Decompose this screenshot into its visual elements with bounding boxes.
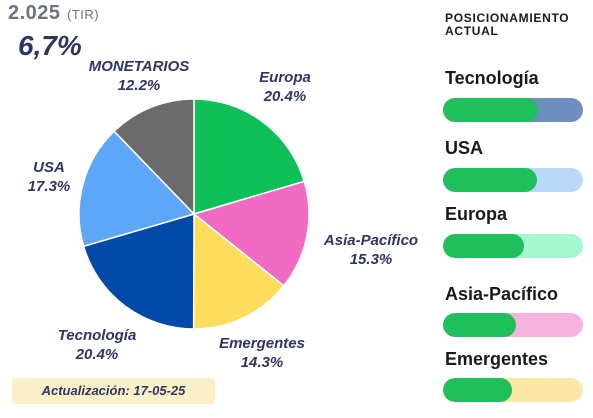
position-label-asia-pacifico: Asia-Pacífico: [445, 284, 559, 304]
year-unit: (TIR): [67, 7, 100, 22]
year-heading: 2.025 (TIR): [8, 2, 99, 25]
position-label-europa: Europa: [445, 204, 508, 224]
pie-slice-monetarios: [113, 98, 195, 216]
position-bar-tecnologia: [443, 98, 583, 122]
slice-name-emergentes: Emergentes: [219, 335, 305, 352]
slice-value-monetarios: 12.2%: [117, 77, 161, 94]
slice-label-asia-pacifico: Asia-Pacífico 15.3%: [312, 231, 430, 269]
slice-value-usa: 17.3%: [27, 178, 71, 195]
pie-slice-europa: [193, 98, 306, 216]
position-bar-fill-europa: [443, 234, 525, 258]
position-bar-fill-asia-pacifico: [443, 313, 516, 337]
pie-slice-tecnologia: [82, 212, 195, 330]
slice-name-monetarios: MONETARIOS: [88, 58, 190, 75]
slice-value-asia-pacifico: 15.3%: [349, 251, 393, 268]
slice-value-emergentes: 14.3%: [240, 354, 284, 371]
position-bar-fill-usa: [443, 168, 537, 192]
position-label-usa: USA: [445, 138, 484, 158]
slice-label-usa: USA 17.3%: [12, 158, 86, 196]
slice-name-usa: USA: [33, 159, 65, 176]
slice-name-europa: Europa: [259, 69, 311, 86]
slice-label-europa: Europa 20.4%: [240, 68, 330, 106]
slice-label-tecnologia: Tecnología 20.4%: [38, 326, 156, 364]
pie-slice-emergentes: [192, 212, 285, 330]
slice-label-monetarios: MONETARIOS 12.2%: [72, 57, 206, 95]
slice-name-tecnologia: Tecnología: [57, 327, 137, 344]
pie-slice-asia-pacifico: [192, 180, 310, 287]
position-bar-emergentes: [443, 378, 583, 402]
slice-value-europa: 20.4%: [263, 88, 307, 105]
yield-value: 6,7%: [18, 30, 82, 61]
slice-name-asia-pacifico: Asia-Pacífico: [323, 232, 419, 249]
year-value: 2.025: [8, 2, 61, 24]
position-label-tecnologia: Tecnología: [445, 68, 539, 88]
position-bar-usa: [443, 168, 583, 192]
position-bar-fill-tecnologia: [443, 98, 539, 122]
positioning-title: POSICIONAMIENTO ACTUAL: [445, 11, 570, 38]
slice-value-tecnologia: 20.4%: [75, 346, 119, 363]
updated-date-badge: Actualización: 17-05-25: [12, 378, 215, 404]
pie-slice-usa: [78, 130, 196, 248]
slice-label-emergentes: Emergentes 14.3%: [200, 334, 324, 372]
position-label-emergentes: Emergentes: [445, 349, 549, 369]
position-bar-fill-emergentes: [443, 378, 512, 402]
position-bar-asia-pacifico: [443, 313, 583, 337]
position-bar-europa: [443, 234, 583, 258]
